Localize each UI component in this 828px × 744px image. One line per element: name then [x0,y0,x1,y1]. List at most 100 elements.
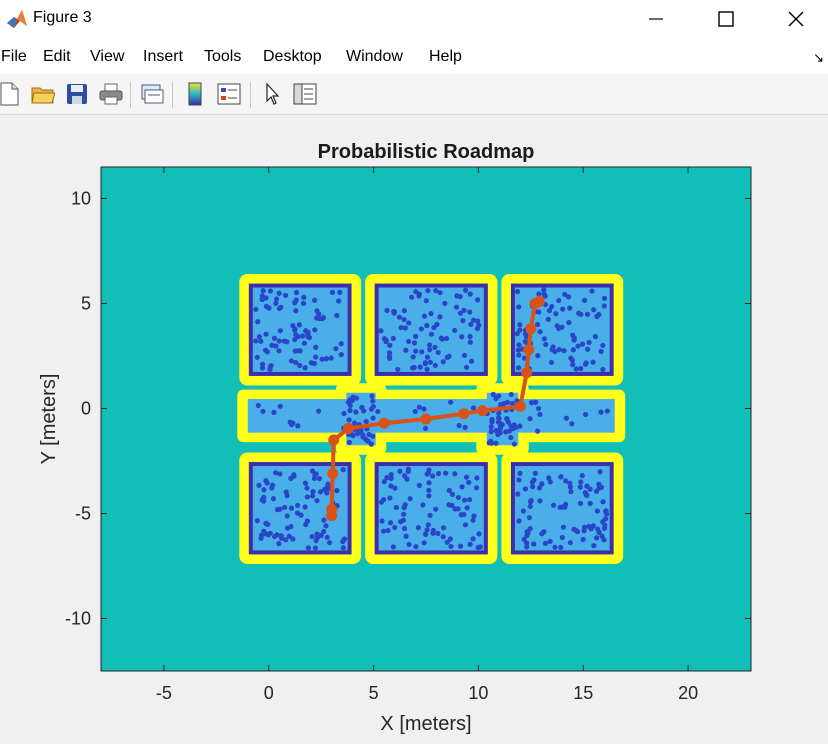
roadmap-node [302,504,308,510]
roadmap-node [263,331,269,337]
link-plot-button[interactable] [139,81,165,107]
menu-edit[interactable]: Edit [43,48,71,65]
roadmap-node [265,521,271,528]
roadmap-node [312,327,318,333]
edit-plot-icon [266,82,280,105]
minimize-button[interactable] [622,0,690,38]
roadmap-node [437,290,443,296]
roadmap-node [413,289,419,295]
roadmap-node [426,487,432,493]
roadmap-node [600,499,606,505]
chart-title: Probabilistic Roadmap [318,141,535,163]
dock-arrow-icon[interactable]: ↘ [813,50,824,65]
roadmap-node [274,507,281,513]
roadmap-node [402,325,408,331]
roadmap-node [416,404,423,410]
roadmap-node [548,359,555,366]
roadmap-node [277,403,283,409]
close-button[interactable] [762,0,828,38]
roadmap-node [546,475,552,481]
menu-help[interactable]: Help [429,48,462,65]
roadmap-node [568,489,574,495]
roadmap-node [464,505,470,511]
roadmap-node [322,486,328,492]
roadmap-node [296,322,302,328]
roadmap-node [365,438,371,444]
planned-path [326,295,545,522]
print-button[interactable] [98,81,124,107]
roadmap-node [541,336,547,342]
maximize-button[interactable] [692,0,760,38]
roadmap-node [556,346,562,353]
menu-insert[interactable]: Insert [143,48,184,65]
roadmap-node [316,408,322,414]
roadmap-node [532,470,538,476]
roadmap-node [537,329,543,335]
roadmap-node [295,333,301,340]
roadmap-node [488,438,494,444]
roadmap-node [338,351,344,358]
roadmap-node [584,483,590,489]
roadmap-node [416,482,422,488]
roadmap-node [424,354,431,360]
roadmap-node [368,406,375,412]
y-axis-ticks: -10 -5 0 5 10 [65,189,751,629]
menu-file[interactable]: File [1,48,27,65]
roadmap-node [304,485,310,491]
roadmap-node [277,328,283,334]
roadmap-node [531,477,537,483]
close-icon [788,11,804,27]
roadmap-node [595,526,601,532]
roadmap-node [269,485,275,491]
roadmap-node [276,338,282,344]
roadmap-node [517,470,523,477]
roadmap-node [570,362,576,368]
menu-window[interactable]: Window [346,48,403,65]
roadmap-node [475,318,481,324]
roadmap-node [392,524,398,531]
roadmap-node [421,313,428,319]
roadmap-node [288,358,295,364]
roadmap-node [405,466,412,472]
toolbar-separator [250,82,251,108]
roadmap-node [600,519,606,525]
roadmap-node [577,484,583,490]
edit-plot-button[interactable] [259,81,285,107]
menu-desktop[interactable]: Desktop [263,48,322,65]
roadmap-node [256,482,262,488]
roadmap-node [537,411,543,418]
save-button[interactable] [64,81,90,107]
roadmap-node [549,347,555,353]
insert-colorbar-button[interactable] [182,81,208,107]
menu-tools[interactable]: Tools [204,48,242,65]
roadmap-node [562,478,569,484]
roadmap-node [288,523,294,530]
roadmap-node [435,530,441,537]
roadmap-node [603,508,609,514]
figure-canvas[interactable]: Probabilistic Roadmap -5 0 5 10 15 20 -10 -5 0 5… [0,115,828,739]
property-inspector-button[interactable] [292,81,318,107]
menu-view[interactable]: View [90,48,125,65]
insert-legend-button[interactable] [216,81,242,107]
roadmap-node [516,477,522,483]
roadmap-node [401,316,407,323]
new-figure-button[interactable] [0,81,22,107]
roadmap-node [363,419,369,425]
roadmap-plot[interactable]: Probabilistic Roadmap -5 0 5 10 15 20 -10 -5 0 5… [0,115,828,739]
roadmap-node [425,522,431,528]
roadmap-node [386,350,393,356]
roadmap-node [316,475,323,482]
open-file-button[interactable] [30,81,56,107]
roadmap-node [527,416,533,422]
roadmap-node [340,538,346,545]
roadmap-node [517,327,523,333]
roadmap-node [387,342,393,348]
roadmap-node [273,343,279,349]
roadmap-node [440,359,446,365]
x-tick-label: 5 [369,683,379,703]
roadmap-node [412,408,418,415]
y-tick-label: 10 [71,189,91,209]
roadmap-node [559,534,565,541]
roadmap-node [575,343,581,349]
roadmap-node [334,312,340,319]
